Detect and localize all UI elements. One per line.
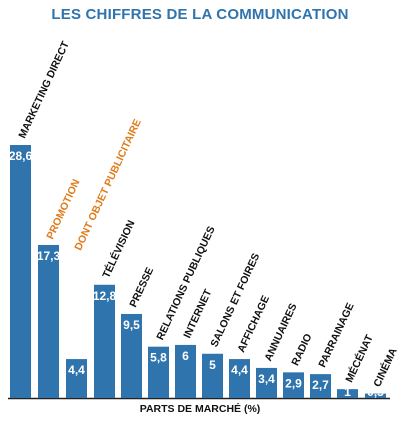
value-label-marketing-direct: 28,6 xyxy=(9,149,33,163)
value-label-mecenat: 1 xyxy=(344,385,351,399)
bar-television xyxy=(94,284,115,398)
category-label-promotion: PROMOTION xyxy=(44,177,82,241)
category-label-television: TÉLÉVISION xyxy=(99,218,137,280)
category-label-affichage: AFFICHAGE xyxy=(235,294,272,355)
bar-cinema xyxy=(365,393,386,398)
value-label-salons-et-foires: 5 xyxy=(209,358,216,372)
value-label-annuaires: 3,4 xyxy=(258,372,275,386)
bar-salons-et-foires xyxy=(202,353,223,398)
category-label-presse: PRESSE xyxy=(127,266,156,310)
category-label-parrainage: PARRAINAGE xyxy=(316,301,356,369)
bar-annuaires xyxy=(256,367,277,398)
category-label-radio: RADIO xyxy=(289,332,314,368)
value-label-affichage: 4,4 xyxy=(231,363,248,377)
category-label-cinema: CINÉMA xyxy=(370,345,399,388)
value-label-relations-publiques: 5,8 xyxy=(150,351,167,365)
value-label-presse: 9,5 xyxy=(123,318,140,332)
chart-title: LES CHIFFRES DE LA COMMUNICATION xyxy=(51,6,349,23)
value-label-radio: 2,9 xyxy=(285,376,302,390)
bar-dont-objet-publicitaire xyxy=(66,359,87,398)
category-label-mecenat: MÉCÉNAT xyxy=(342,332,376,384)
bar-mecenat xyxy=(337,389,358,398)
value-label-cinema: 0,5 xyxy=(367,385,384,399)
bar-promotion xyxy=(38,244,59,398)
value-label-television: 12,8 xyxy=(93,289,117,303)
x-axis-label: PARTS DE MARCHÉ (%) xyxy=(139,403,261,415)
bar-internet xyxy=(175,344,196,398)
bar-radio xyxy=(283,372,304,398)
bar-relations-publiques xyxy=(148,346,169,398)
bar-parrainage xyxy=(310,374,331,398)
value-label-internet: 6 xyxy=(182,349,189,363)
value-label-dont-objet-publicitaire: 4,4 xyxy=(68,363,85,377)
category-label-marketing-direct: MARKETING DIRECT xyxy=(16,39,72,140)
bar-marketing-direct xyxy=(10,145,31,398)
bar-affichage xyxy=(229,359,250,398)
value-label-promotion: 17,3 xyxy=(37,249,61,263)
bar-presse xyxy=(121,313,142,398)
value-label-parrainage: 2,7 xyxy=(312,378,329,392)
